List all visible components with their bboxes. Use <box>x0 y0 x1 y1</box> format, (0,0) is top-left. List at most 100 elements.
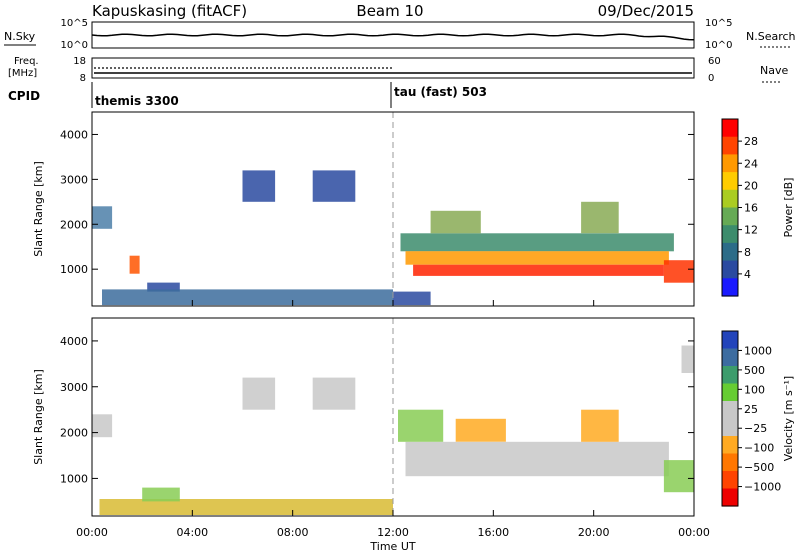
x-tick-label: 00:00 <box>678 526 710 539</box>
y-tick-label: 4000 <box>60 128 88 141</box>
scatter-region <box>92 414 113 438</box>
colorbar-swatch <box>722 278 738 297</box>
colorbar-tick-label: −25 <box>744 422 767 435</box>
scatter-region <box>312 377 356 410</box>
scatter-region <box>430 210 481 234</box>
scatter-region <box>663 460 694 493</box>
scatter-region <box>393 291 431 306</box>
colorbar-swatch <box>722 260 738 279</box>
colorbar-tick-label: 4 <box>744 268 751 281</box>
power-panel: 1000 2000 3000 4000 Slant Range [km] <box>32 111 695 307</box>
noise-sky-trace <box>91 33 695 41</box>
colorbar-swatch <box>722 383 738 402</box>
x-tick-label: 04:00 <box>176 526 208 539</box>
cpid-program-1: themis 3300 <box>95 94 179 108</box>
colorbar-tick-label: 100 <box>744 383 765 396</box>
noise-left-tick-top: 10^5 <box>61 18 88 29</box>
x-tick-label: 20:00 <box>578 526 610 539</box>
colorbar-swatch <box>722 436 738 455</box>
colorbar-frame <box>721 330 739 507</box>
x-axis-label: Time UT <box>369 540 415 553</box>
nave-tick-top: 60 <box>708 56 721 67</box>
colorbar-swatch <box>722 225 738 244</box>
date-title: 09/Dec/2015 <box>598 2 694 20</box>
scatter-region <box>242 170 276 202</box>
y-tick-label: 3000 <box>60 173 88 186</box>
freq-tick-top: 18 <box>73 56 86 67</box>
x-tick-label: 00:00 <box>76 526 108 539</box>
scatter-region <box>405 251 669 265</box>
cpid-program-2: tau (fast) 503 <box>394 85 487 99</box>
scatter-region <box>663 260 694 283</box>
colorbar-swatch <box>722 136 738 155</box>
scatter-region <box>99 499 393 515</box>
colorbar-tick-label: −500 <box>744 461 774 474</box>
scatter-region <box>581 201 619 234</box>
y-tick-label: 1000 <box>60 263 88 276</box>
y-axis-label: Slant Range [km] <box>32 369 45 465</box>
colorbar-swatch <box>722 172 738 191</box>
scatter-region <box>147 282 180 292</box>
colorbar-swatch <box>722 366 738 385</box>
colorbar-swatch <box>722 331 738 350</box>
colorbar-swatch <box>722 189 738 209</box>
power-colorbar: 28 24 20 16 12 8 4 Power [dB] <box>721 118 795 297</box>
scatter-region <box>455 418 506 442</box>
colorbar-tick-label: 8 <box>744 246 751 259</box>
scatter-region <box>400 233 674 252</box>
freq-label-line2: [MHz] <box>8 68 37 79</box>
velocity-colorbar: 1000 500 100 25 −25 −100 −500 −1000 Velocity [m … <box>721 330 795 507</box>
nave-label: Nave <box>760 64 788 77</box>
colorbar-tick-label: 25 <box>744 403 758 416</box>
colorbar-swatch <box>722 242 738 262</box>
colorbar-swatch <box>722 471 738 490</box>
freq-label-line1: Freq. <box>14 56 39 67</box>
scatter-region <box>405 441 669 477</box>
freq-panel-frame <box>91 57 695 79</box>
x-tick-label: 16:00 <box>477 526 509 539</box>
colorbar-label: Velocity [m s⁻¹] <box>782 376 795 461</box>
station-title: Kapuskasing (fitACF) <box>92 2 247 20</box>
y-tick-label: 2000 <box>60 218 88 231</box>
colorbar-tick-label: 24 <box>744 157 758 170</box>
scatter-region <box>92 206 113 229</box>
scatter-region <box>129 255 140 274</box>
colorbar-tick-label: −100 <box>744 442 774 455</box>
colorbar-tick-label: 20 <box>744 179 758 192</box>
colorbar-swatch <box>722 488 738 507</box>
colorbar-tick-label: 12 <box>744 224 758 237</box>
noise-right-tick-bottom: 10^0 <box>705 40 732 51</box>
scatter-region <box>581 409 619 442</box>
scatter-region <box>312 170 356 202</box>
velocity-panel: 1000 2000 3000 4000 00:00 04:00 08:00 12:00 16:0… <box>32 317 710 539</box>
noise-search-label: N.Search <box>746 30 796 43</box>
colorbar-swatch <box>722 154 738 173</box>
noise-sky-label: N.Sky <box>4 30 36 43</box>
colorbar-label: Power [dB] <box>782 178 795 238</box>
colorbar-swatch <box>722 207 738 226</box>
colorbar-swatch <box>722 119 738 138</box>
noise-right-tick-top: 10^5 <box>705 18 732 29</box>
x-tick-label: 08:00 <box>277 526 309 539</box>
colorbar-tick-label: 28 <box>744 135 758 148</box>
colorbar-tick-label: 1000 <box>744 344 772 357</box>
colorbar-tick-label: 500 <box>744 364 765 377</box>
noise-left-tick-bottom: 10^0 <box>61 40 88 51</box>
y-axis-label: Slant Range [km] <box>32 161 45 257</box>
scatter-region <box>681 345 694 373</box>
y-tick-label: 3000 <box>60 381 88 394</box>
colorbar-swatch <box>722 401 738 420</box>
scatter-region <box>413 264 664 276</box>
beam-title: Beam 10 <box>356 2 423 20</box>
colorbar-swatch <box>722 453 738 472</box>
y-tick-label: 4000 <box>60 335 88 348</box>
colorbar-swatch <box>722 348 738 367</box>
scatter-region <box>142 487 180 502</box>
scatter-region <box>398 409 444 442</box>
y-tick-label: 1000 <box>60 472 88 485</box>
x-tick-label: 12:00 <box>377 526 409 539</box>
colorbar-tick-label: −1000 <box>744 481 781 494</box>
y-tick-label: 2000 <box>60 427 88 440</box>
colorbar-swatch <box>722 418 738 437</box>
